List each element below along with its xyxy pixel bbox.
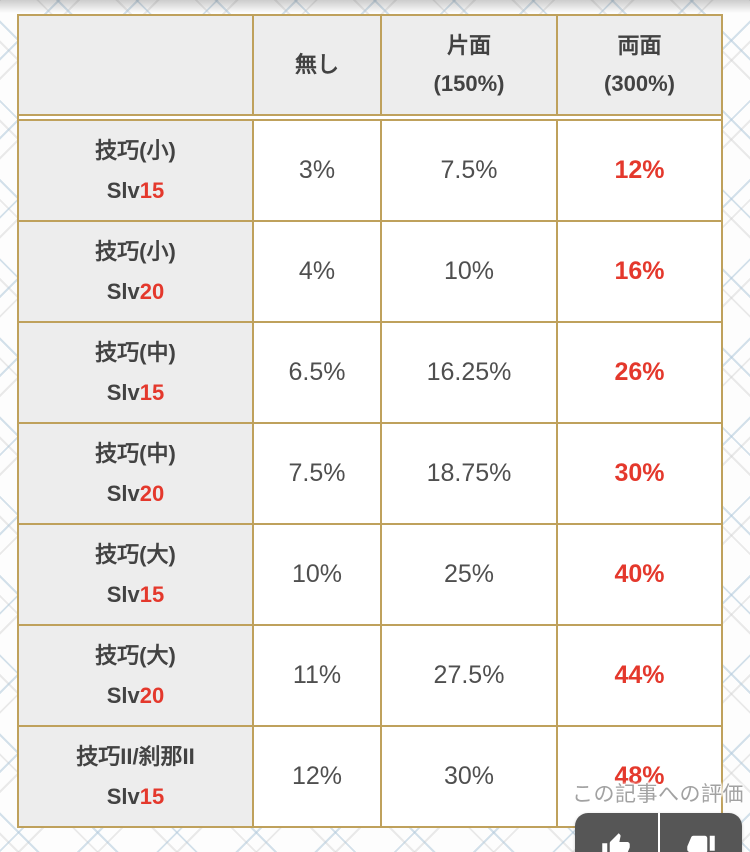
slv-number: 20 bbox=[139, 682, 165, 708]
value-double: 48% bbox=[558, 727, 721, 826]
slv-prefix: Slv bbox=[106, 682, 140, 708]
slv-prefix: Slv bbox=[106, 379, 140, 405]
value-single: 16.25% bbox=[382, 323, 556, 422]
thumbs-up-button[interactable] bbox=[575, 813, 658, 852]
value-double: 16% bbox=[558, 222, 721, 321]
value-single: 10% bbox=[382, 222, 556, 321]
value-double: 12% bbox=[558, 121, 721, 220]
slv-number: 15 bbox=[139, 177, 165, 203]
skill-level: Slv20 bbox=[107, 272, 165, 312]
slv-prefix: Slv bbox=[106, 783, 140, 809]
skill-level: Slv20 bbox=[107, 676, 165, 716]
value-none: 4% bbox=[254, 222, 380, 321]
skill-level: Slv20 bbox=[107, 474, 165, 514]
slv-number: 15 bbox=[139, 379, 165, 405]
skill-name: 技巧(大) bbox=[95, 642, 176, 668]
skill-name: 技巧II/刹那II bbox=[76, 743, 195, 769]
header-body-divider bbox=[19, 116, 721, 119]
row-label: 技巧(大) Slv20 bbox=[19, 626, 252, 725]
skill-name: 技巧(小) bbox=[95, 238, 176, 264]
value-single: 7.5% bbox=[382, 121, 556, 220]
skill-level: Slv15 bbox=[107, 171, 165, 211]
row-label: 技巧(小) Slv20 bbox=[19, 222, 252, 321]
value-none: 11% bbox=[254, 626, 380, 725]
value-none: 12% bbox=[254, 727, 380, 826]
value-single: 27.5% bbox=[382, 626, 556, 725]
row-label: 技巧(小) Slv15 bbox=[19, 121, 252, 220]
value-double: 40% bbox=[558, 525, 721, 624]
skill-rate-table: 無し 片面 (150%) 両面 (300%) 技巧(小) Slv15 3% 7.… bbox=[17, 14, 723, 828]
slv-prefix: Slv bbox=[106, 177, 140, 203]
skill-level: Slv15 bbox=[107, 575, 165, 615]
slv-prefix: Slv bbox=[106, 480, 140, 506]
skill-level: Slv15 bbox=[107, 373, 165, 413]
value-double: 30% bbox=[558, 424, 721, 523]
column-header-blank bbox=[19, 16, 252, 114]
column-header-none: 無し bbox=[254, 16, 380, 114]
slv-prefix: Slv bbox=[106, 581, 140, 607]
thumbs-up-icon bbox=[601, 832, 631, 852]
row-label: 技巧(中) Slv15 bbox=[19, 323, 252, 422]
rating-widget bbox=[575, 813, 742, 852]
value-single: 18.75% bbox=[382, 424, 556, 523]
thumbs-down-button[interactable] bbox=[659, 813, 742, 852]
top-shadow bbox=[0, 0, 750, 13]
value-single: 30% bbox=[382, 727, 556, 826]
skill-name: 技巧(小) bbox=[95, 137, 176, 163]
skill-name: 技巧(大) bbox=[95, 541, 176, 567]
value-double: 26% bbox=[558, 323, 721, 422]
value-double: 44% bbox=[558, 626, 721, 725]
column-header-single: 片面 (150%) bbox=[382, 16, 556, 114]
row-label: 技巧(大) Slv15 bbox=[19, 525, 252, 624]
slv-number: 20 bbox=[139, 278, 165, 304]
slv-number: 20 bbox=[139, 480, 165, 506]
row-label: 技巧II/刹那II Slv15 bbox=[19, 727, 252, 826]
skill-name: 技巧(中) bbox=[95, 440, 176, 466]
column-header-double: 両面 (300%) bbox=[558, 16, 721, 114]
slv-prefix: Slv bbox=[106, 278, 140, 304]
slv-number: 15 bbox=[139, 581, 165, 607]
value-none: 10% bbox=[254, 525, 380, 624]
row-label: 技巧(中) Slv20 bbox=[19, 424, 252, 523]
slv-number: 15 bbox=[139, 783, 165, 809]
value-none: 7.5% bbox=[254, 424, 380, 523]
skill-level: Slv15 bbox=[107, 777, 165, 817]
thumbs-down-icon bbox=[686, 832, 716, 852]
value-single: 25% bbox=[382, 525, 556, 624]
value-none: 6.5% bbox=[254, 323, 380, 422]
skill-name: 技巧(中) bbox=[95, 339, 176, 365]
value-none: 3% bbox=[254, 121, 380, 220]
